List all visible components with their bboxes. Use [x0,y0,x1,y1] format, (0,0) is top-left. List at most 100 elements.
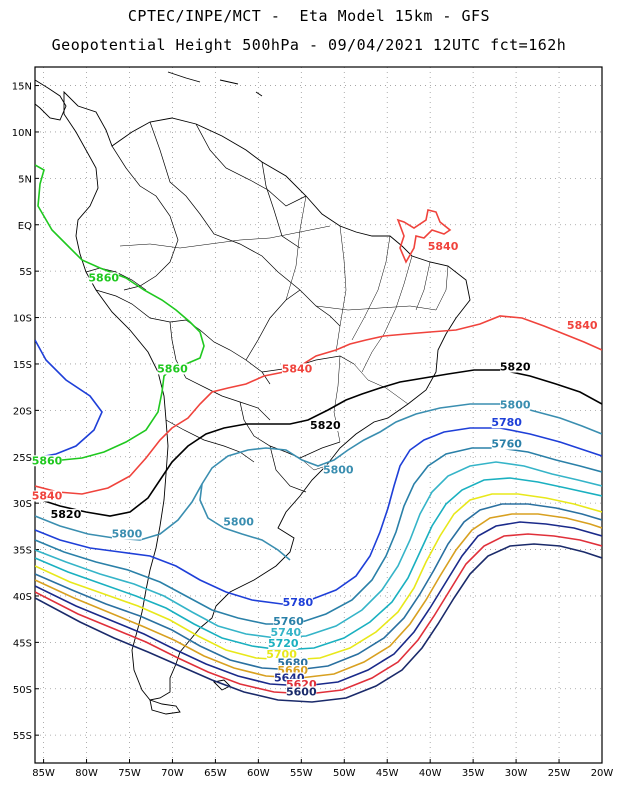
contour-label-bg [273,615,304,627]
south-america-coastline [63,90,471,701]
lon-tick-label: 55W [290,768,313,779]
contour-labels: 5860 5860 5860 5840 5840 5840 5840 5820 5820 5820… [32,240,598,698]
contour-label-bg [491,417,522,429]
contour-label-bg [88,272,119,284]
lat-tick-label: 5S [19,267,32,278]
coastline-borders [35,71,471,715]
lat-tick-label: 15S [13,360,32,371]
contour-label-bg [286,678,317,690]
lat-tick-label: 5N [18,174,32,185]
contour-label-5820: 5820 [500,361,531,374]
contour-label-bg [310,419,341,431]
contour-label-bg [266,649,297,661]
contour-label-5800: 5800 [323,464,354,477]
contour-5840-b [396,209,452,264]
contour-label-5840: 5840 [282,362,313,375]
lon-tick-label: 50W [333,768,356,779]
lat-tick-label: 15N [12,82,32,93]
contour-5780 [35,427,602,605]
contour-label-bg [282,363,313,375]
contour-label-bg [491,438,522,450]
lon-tick-label: 25W [548,768,571,779]
contour-label-5780: 5780 [283,596,314,609]
lon-tick-label: 35W [462,768,485,779]
contour-label-bg [32,490,63,502]
contour-label-5820: 5820 [51,508,82,521]
lon-tick-label: 65W [204,768,227,779]
lat-tick-label: 40S [13,592,32,603]
lon-tick-label: 20W [591,768,614,779]
contour-5860-b [35,339,103,459]
contour-label-bg [157,363,188,375]
contour-label-bg [268,638,299,650]
contour-label-5840: 5840 [428,240,459,253]
plot-frame [34,66,603,764]
lat-tick-label: 20S [13,406,32,417]
contour-label-5800: 5800 [112,528,143,541]
contour-label-bg [32,455,63,467]
contour-5620 [35,533,602,695]
contour-label-5800: 5800 [500,399,531,412]
longitude-labels: 85W 80W 75W 70W 65W 60W 55W 50W 45W 40W 35W 30W 25W 2… [32,768,613,779]
caribbean-islands [167,71,263,97]
lat-tick-label: 25S [13,453,32,464]
lat-tick-label: 30S [13,499,32,510]
contour-label-bg [500,361,531,373]
contour-label-5840: 5840 [567,319,598,332]
lon-tick-label: 45W [376,768,399,779]
contour-label-bg [223,516,254,528]
contour-label-bg [270,626,301,638]
contour-lines [35,164,602,703]
contour-label-bg [111,528,142,540]
contour-5740 [35,461,602,639]
lon-tick-label: 80W [75,768,98,779]
contour-5640 [35,521,602,687]
contour-label-bg [277,657,308,669]
lon-tick-label: 70W [161,768,184,779]
lon-tick-label: 75W [118,768,141,779]
lat-tick-label: 10S [13,314,32,325]
contour-label-bg [277,664,308,676]
contour-label-bg [567,319,598,331]
contour-label-5760: 5760 [273,615,304,628]
lon-tick-label: 85W [32,768,55,779]
contour-label-bg [274,672,305,684]
contour-label-bg [50,509,81,521]
contour-5700 [35,493,602,661]
lat-tick-label: 55S [13,731,32,742]
rivers [119,225,331,249]
contour-label-bg [428,240,459,252]
contour-label-5600: 5600 [286,685,317,698]
contour-label-5860: 5860 [88,271,119,284]
contour-label-5840: 5840 [32,490,63,503]
contour-5600 [35,543,602,703]
map-title-line2: Geopotential Height 500hPa - 09/04/2021 … [51,36,567,54]
country-borders [85,121,355,493]
lat-tick-label: 10N [12,128,32,139]
contour-label-5860: 5860 [157,362,188,375]
contour-label-5800: 5800 [223,516,254,529]
lon-tick-label: 30W [505,768,528,779]
contour-label-bg [286,686,317,698]
lon-tick-label: 40W [419,768,442,779]
contour-label-bg [282,597,313,609]
contour-label-5860: 5860 [32,454,63,467]
state-borders [285,195,449,471]
map-title-line1: CPTEC/INPE/MCT - Eta Model 15km - GFS [127,7,491,25]
contour-label-5760: 5760 [491,438,522,451]
tierra-del-fuego [149,699,181,715]
central-america-coastline [35,79,67,121]
lat-tick-label: 45S [13,638,32,649]
contour-5680 [35,503,602,671]
contour-5800-b [199,483,291,561]
contour-5800-a [35,403,602,541]
contour-5820 [35,369,602,517]
contour-5860-a [35,164,205,461]
contour-label-bg [323,464,354,476]
lat-tick-label: 35S [13,546,32,557]
latitude-labels: 15N 10N 5N EQ 5S 10S 15S 20S 25S 30S 35S 40S 45S 50S 5… [12,82,32,743]
contour-label-5820: 5820 [310,419,341,432]
contour-label-5780: 5780 [491,416,522,429]
contour-label-5740: 5740 [271,626,302,639]
